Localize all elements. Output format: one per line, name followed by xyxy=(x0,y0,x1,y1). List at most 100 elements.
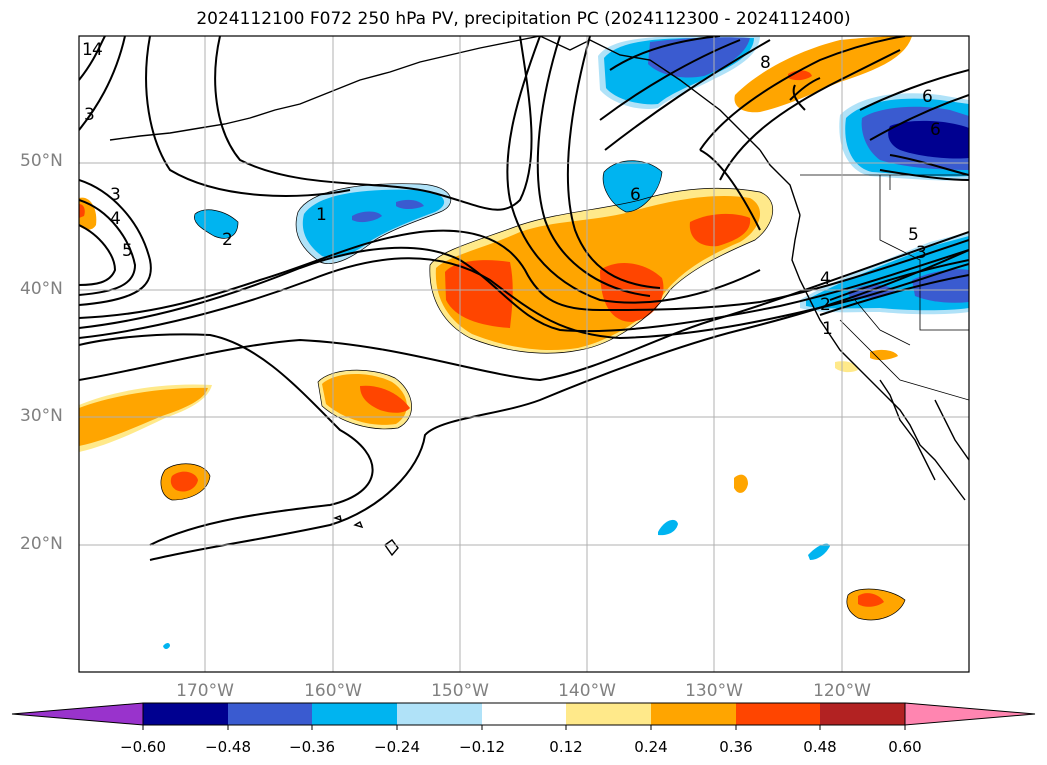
precip-neg-cpac-core-b xyxy=(396,199,424,209)
colorbar-bin xyxy=(312,703,397,725)
pv-label: 6 xyxy=(922,87,933,107)
pv-contour-1-south xyxy=(79,333,374,546)
pv-contour-east-10 xyxy=(829,259,969,301)
precip-pos-top-strip xyxy=(734,36,912,113)
pv-contour-west-5 xyxy=(79,224,117,286)
lon-label-170w: 170°W xyxy=(176,681,234,701)
pv-label: 4 xyxy=(110,209,121,229)
pv-contour-east-12 xyxy=(789,77,821,101)
coast-us-west xyxy=(791,214,966,501)
pv-contour-1-north-b xyxy=(145,36,351,197)
colorbar-bin xyxy=(736,703,820,725)
pv-contour-trough-c xyxy=(566,36,661,289)
precip-pos-left-edge-core xyxy=(79,204,85,218)
border-states-3 xyxy=(854,299,911,346)
lon-label-130w: 130°W xyxy=(685,681,743,701)
coast-mexico xyxy=(934,399,969,461)
lon-label-140w: 140°W xyxy=(558,681,616,701)
lat-label-30n: 30°N xyxy=(20,406,63,426)
colorbar-extend-high xyxy=(904,702,1036,726)
pv-contour-jet-b xyxy=(79,246,969,333)
colorbar-frame xyxy=(142,702,906,726)
pv-contour-east-8 xyxy=(879,169,969,181)
pv-contour-east-6 xyxy=(859,69,969,111)
colorbar-bin xyxy=(143,703,228,725)
pv-label: 4 xyxy=(92,40,103,60)
pv-contour-northwest xyxy=(79,36,106,81)
precip-pos-small-32n xyxy=(835,361,858,373)
border-states-4 xyxy=(839,319,969,401)
precip-pos-central-band xyxy=(435,195,761,351)
map-frame xyxy=(78,35,970,673)
lat-label-50n: 50°N xyxy=(20,151,63,171)
pv-contour-trough-b xyxy=(536,36,651,297)
coast-hawaii-c xyxy=(332,515,342,522)
pv-contour-east-13 xyxy=(792,84,806,111)
pv-label: 6 xyxy=(930,120,941,140)
pv-contour-ridge-c xyxy=(604,39,771,151)
precip-pos-small-25n xyxy=(734,474,748,493)
colorbar-bin xyxy=(397,703,482,725)
colorbar-extend-low xyxy=(11,702,144,726)
pv-label: 3 xyxy=(916,243,927,263)
pv-contour-ridge-d xyxy=(699,36,906,151)
pv-contour-east-7 xyxy=(869,94,969,141)
colorbar-bin xyxy=(651,703,736,725)
pv-label: 6 xyxy=(630,185,641,205)
precip-positive-anomalies xyxy=(79,36,912,620)
border-states-1 xyxy=(879,175,969,331)
colorbar-tick-label: 0.36 xyxy=(719,738,753,756)
colorbar-bin xyxy=(482,703,566,725)
pv-label: 3 xyxy=(84,105,95,125)
pv-contour-ridge-a xyxy=(609,36,721,71)
pv-label: 4 xyxy=(820,269,831,289)
colorbar-bin xyxy=(228,703,312,725)
coast-hawaii xyxy=(384,539,399,557)
figure-title: 2024112100 F072 250 hPa PV, precipitatio… xyxy=(196,9,851,29)
colorbar-tick-label: −0.12 xyxy=(459,738,505,756)
colorbar-tick-label: −0.24 xyxy=(374,738,420,756)
pv-contour-trough-a xyxy=(506,36,761,304)
colorbar-bin xyxy=(566,703,651,725)
pv-contours xyxy=(79,36,969,561)
pv-contour-west-3 xyxy=(79,179,152,306)
pv-contour-northwest-b xyxy=(79,36,126,131)
coast-aleutians xyxy=(109,36,541,141)
colorbar-tick-label: 0.24 xyxy=(634,738,668,756)
colorbar-tick-label: 0.60 xyxy=(888,738,922,756)
pv-label: 2 xyxy=(222,230,233,250)
lat-label-20n: 20°N xyxy=(20,534,63,554)
pv-contour-1-north xyxy=(214,36,533,211)
pv-contour-ridge-e xyxy=(719,49,901,181)
pv-label: 1 xyxy=(822,319,833,339)
precip-pos-small-34n xyxy=(870,349,898,361)
colorbar-tick-label: −0.60 xyxy=(120,738,166,756)
lat-label-40n: 40°N xyxy=(20,279,63,299)
colorbar xyxy=(11,702,1036,730)
pv-label: 2 xyxy=(820,295,831,315)
precip-neg-small-20n xyxy=(808,543,830,560)
coast-alaska xyxy=(539,36,761,151)
precip-neg-small-21n xyxy=(658,519,678,536)
coast-hawaii-b xyxy=(353,520,364,529)
precip-pos-blob-155w-core xyxy=(360,385,410,413)
precip-pos-central-core-c xyxy=(689,213,751,247)
pv-contour-ridge-b xyxy=(599,39,741,121)
precip-neg-cpac-core-a xyxy=(352,211,382,223)
colorbar-tick-label: 0.48 xyxy=(803,738,837,756)
precip-pos-blob-165w-core xyxy=(170,471,198,492)
pv-contour-ridge-f xyxy=(699,149,761,231)
colorbar-bin xyxy=(820,703,905,725)
precip-negative-anomalies xyxy=(163,36,969,649)
colorbar-tick-label: 0.12 xyxy=(549,738,583,756)
graticule xyxy=(79,36,969,672)
pv-label: 1 xyxy=(316,205,327,225)
lon-label-120w: 120°W xyxy=(813,681,871,701)
colorbar-tick-label: −0.36 xyxy=(289,738,335,756)
pv-contour-label-group: 1 1 1 2 2 3 3 3 4 4 4 5 5 6 6 6 8 xyxy=(82,40,941,339)
lon-label-150w: 150°W xyxy=(431,681,489,701)
coast-baja xyxy=(879,379,936,481)
lon-label-160w: 160°W xyxy=(304,681,362,701)
borders xyxy=(800,174,969,401)
precip-pos-blob-155w-inner xyxy=(322,373,407,425)
